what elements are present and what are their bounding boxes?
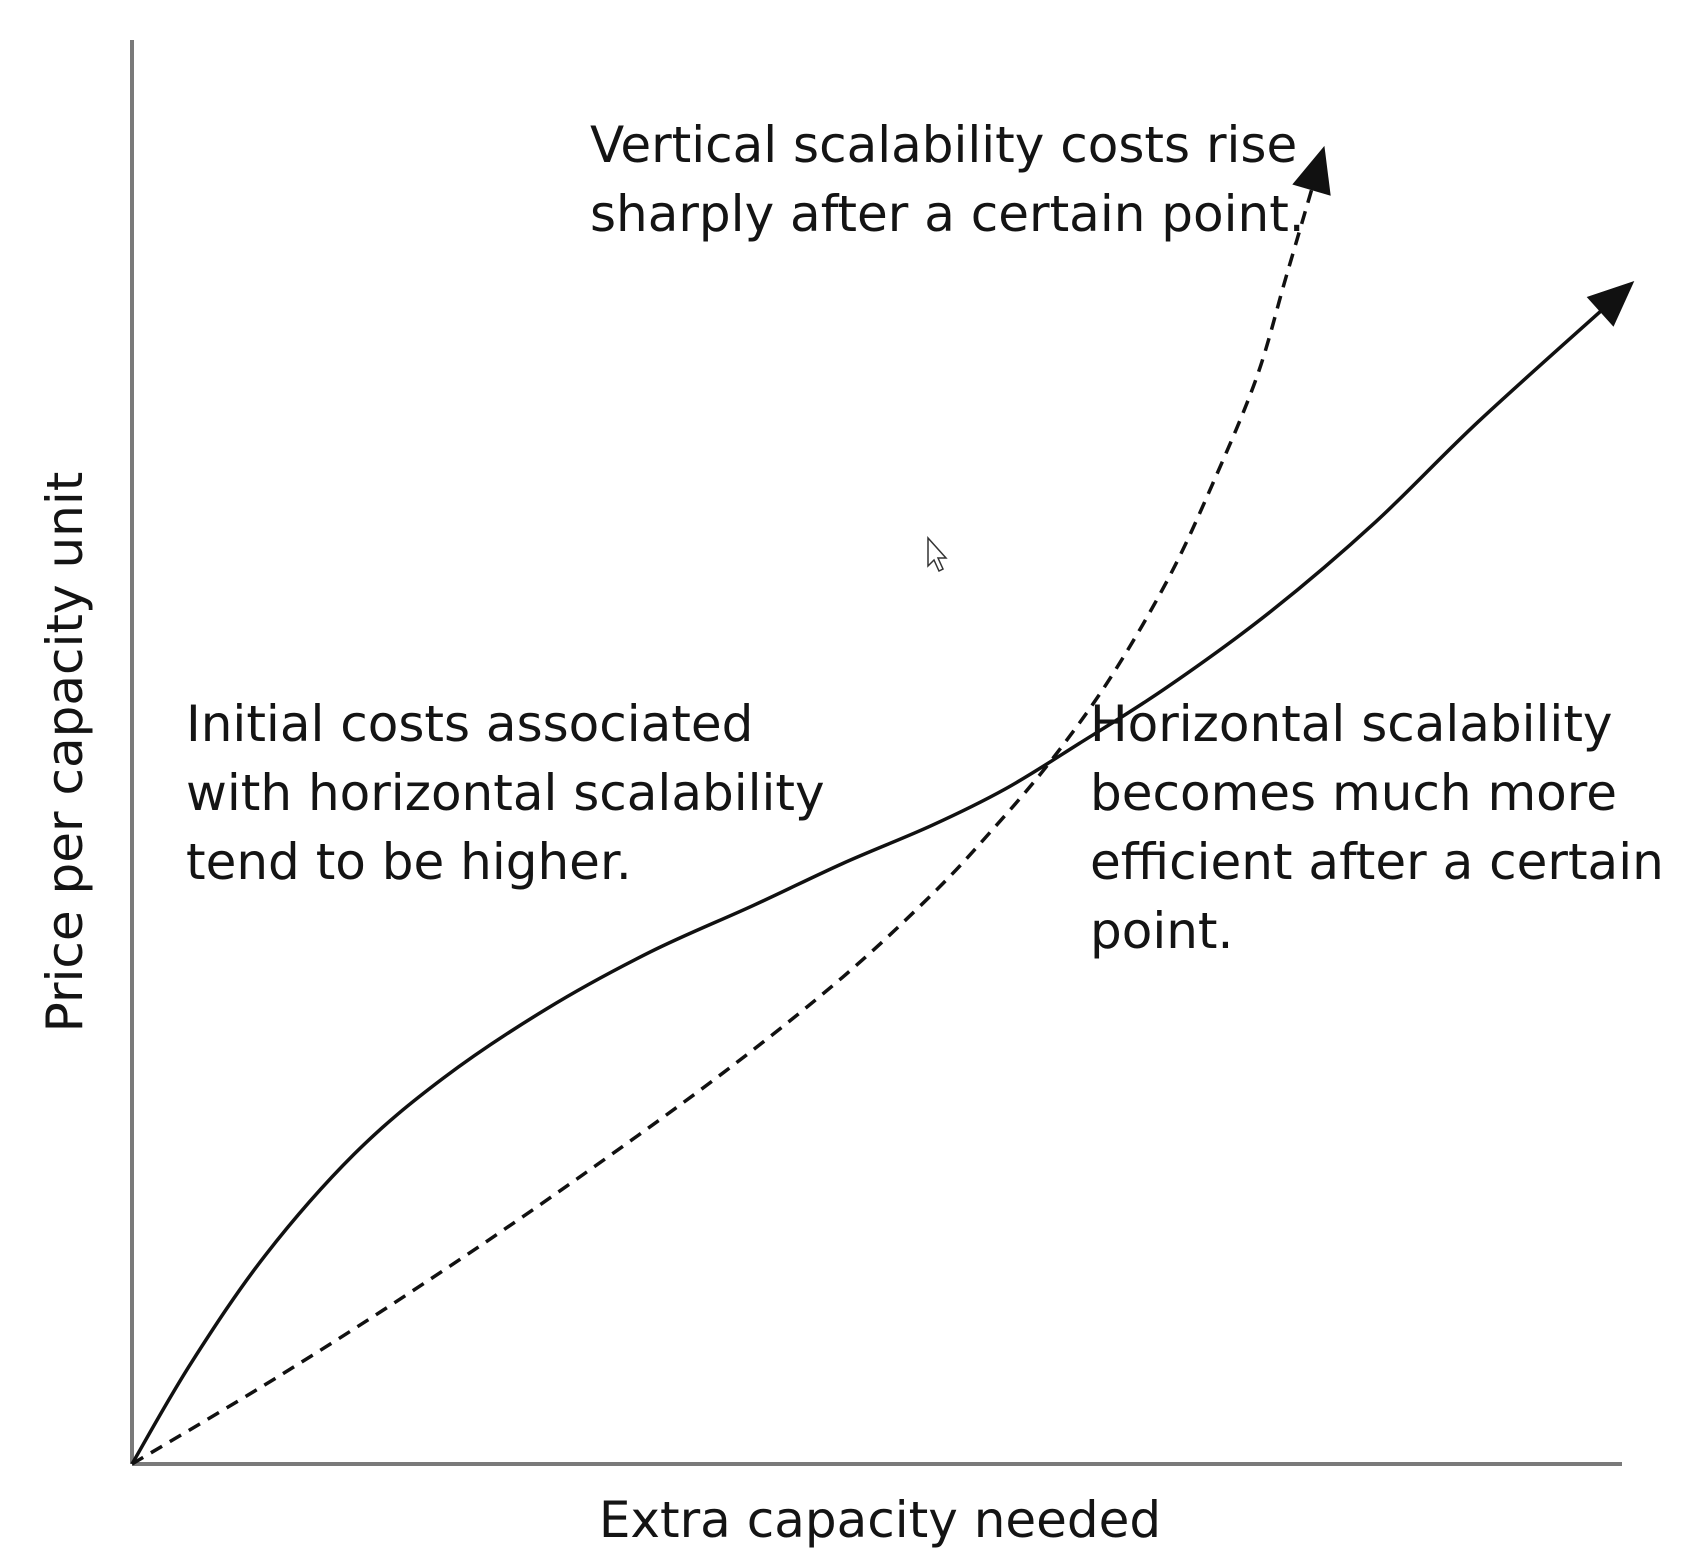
annotation-line: Vertical scalability costs rise xyxy=(590,116,1297,174)
x-axis-label: Extra capacity needed xyxy=(599,1491,1161,1549)
horizontal-efficiency-annotation: Horizontal scalability becomes much more… xyxy=(1090,695,1680,960)
horizontal-scalability-arrowhead xyxy=(1586,281,1635,327)
annotation-line: sharply after a certain point. xyxy=(590,185,1305,243)
y-axis-label: Price per capacity unit xyxy=(36,472,94,1033)
mouse-cursor-icon xyxy=(927,536,948,573)
annotation-line: Initial costs associated xyxy=(186,695,753,753)
annotation-line: efficient after a certain xyxy=(1090,833,1664,891)
annotation-line: Horizontal scalability xyxy=(1090,695,1613,753)
horizontal-scalability-curve xyxy=(130,299,1614,1465)
annotation-line: becomes much more xyxy=(1090,764,1617,822)
vertical-scalability-arrowhead xyxy=(1292,145,1331,196)
annotation-line: tend to be higher. xyxy=(186,833,632,891)
annotation-line: with horizontal scalability xyxy=(186,764,825,822)
vertical-scalability-curve xyxy=(131,174,1318,1466)
initial-costs-annotation: Initial costs associated with horizontal… xyxy=(186,695,840,891)
vertical-scalability-annotation: Vertical scalability costs rise sharply … xyxy=(590,116,1313,243)
annotation-line: point. xyxy=(1090,902,1233,960)
